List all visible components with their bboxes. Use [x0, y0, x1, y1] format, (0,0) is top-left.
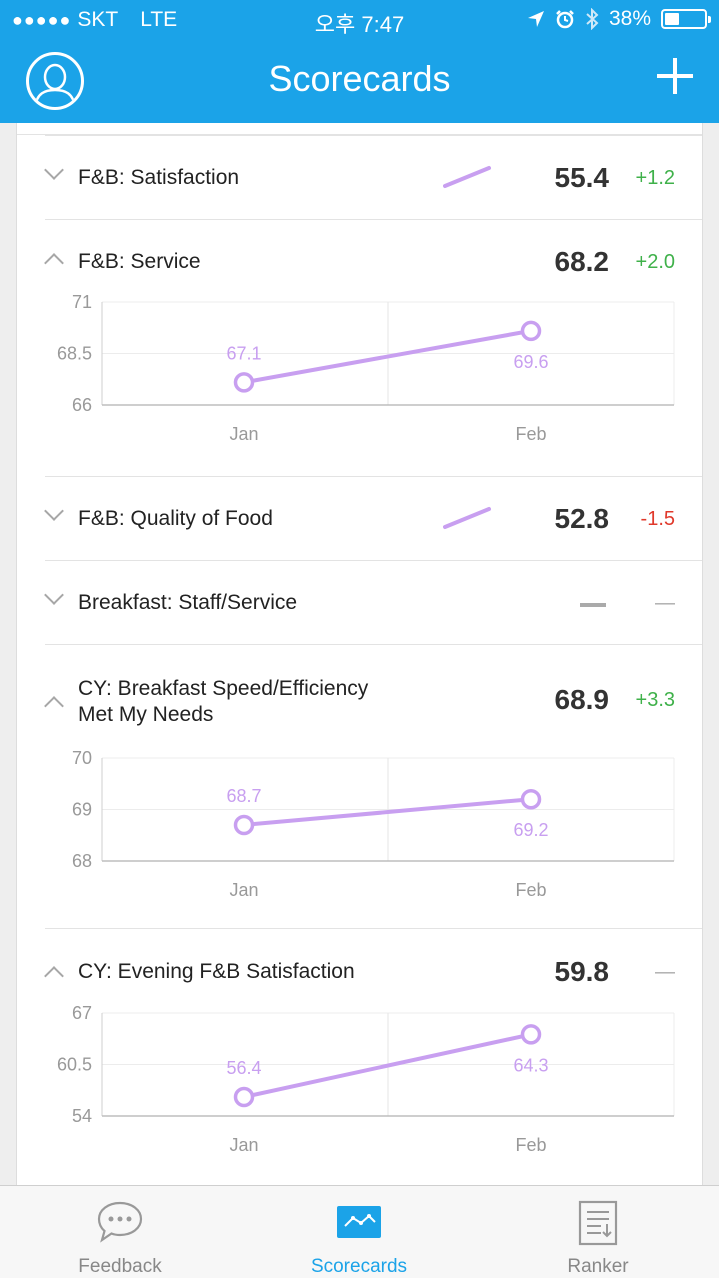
status-bar: ●●●●● SKT LTE 오후 7:47 38% [0, 0, 719, 40]
metric-delta: +1.2 [635, 167, 675, 189]
user-silhouette-icon [33, 63, 77, 107]
y-tick-label: 71 [72, 292, 92, 312]
metric-delta: +3.3 [635, 689, 675, 711]
chevron-down-icon[interactable] [44, 585, 64, 605]
metric-name-line1: CY: Breakfast Speed/Efficiency [78, 677, 369, 700]
add-button[interactable] [657, 58, 693, 94]
signal-dots: ●●●●● [12, 9, 72, 30]
metric-value: 68.2 [554, 246, 610, 277]
network-label: LTE [140, 8, 178, 31]
metric-delta: +2.0 [635, 251, 675, 273]
top-bar: ●●●●● SKT LTE 오후 7:47 38% Scorecards [0, 0, 719, 123]
metric-row-fb-satisfaction[interactable]: F&B: Satisfaction 55.4 +1.2 [44, 135, 702, 219]
chevron-down-icon[interactable] [44, 160, 64, 180]
chat-bubble-icon [97, 1201, 143, 1243]
x-tick-label: Jan [229, 1135, 258, 1155]
metric-value: 55.4 [554, 162, 610, 193]
data-point [520, 1024, 542, 1045]
list-top-edge [17, 123, 702, 135]
series-line [243, 797, 532, 827]
tab-label: Feedback [78, 1256, 162, 1277]
sparkline [443, 507, 491, 529]
tab-ranker[interactable]: Ranker [478, 1186, 718, 1278]
scorecard-chart-icon [337, 1206, 381, 1238]
trend-chart: 71 68.5 66 Jan Feb 67.1 69.6 [57, 292, 675, 444]
metric-row-fb-service[interactable]: F&B: Service 68.2 +2.0 71 68.5 66 Jan Feb 67.… [44, 219, 702, 476]
y-tick-label: 69 [72, 800, 92, 820]
profile-avatar-button[interactable] [26, 52, 84, 110]
alarm-clock-icon [556, 10, 574, 29]
series-line [243, 328, 532, 385]
y-tick-label: 68 [72, 851, 92, 871]
metric-row-evening-fb-satisfaction[interactable]: CY: Evening F&B Satisfaction 59.8 — 67 60… [44, 928, 702, 1185]
battery-icon [661, 9, 711, 29]
metric-name: CY: Evening F&B Satisfaction [78, 960, 355, 983]
metric-name: F&B: Quality of Food [78, 507, 273, 530]
metric-value: 59.8 [554, 956, 610, 987]
nav-bar: Scorecards [0, 40, 719, 123]
data-label: 68.7 [226, 786, 261, 806]
metric-name: F&B: Service [78, 250, 201, 273]
y-tick-label: 67 [72, 1003, 92, 1023]
y-tick-label: 68.5 [57, 344, 92, 364]
trend-chart: 67 60.5 54 Jan Feb 56.4 64.3 [57, 1003, 675, 1155]
y-tick-label: 66 [72, 395, 92, 415]
tab-feedback[interactable]: Feedback [0, 1186, 240, 1278]
chevron-up-icon[interactable] [44, 696, 64, 716]
y-tick-label: 54 [72, 1106, 92, 1126]
data-label: 69.6 [513, 352, 548, 372]
data-label: 67.1 [226, 343, 261, 363]
metric-name: Breakfast: Staff/Service [78, 591, 298, 614]
data-point [233, 814, 255, 836]
tab-label: Scorecards [310, 1256, 408, 1277]
metric-row-breakfast-staff-service[interactable]: Breakfast: Staff/Service — [44, 560, 702, 644]
data-point [233, 372, 255, 393]
location-arrow-icon [527, 11, 544, 27]
data-point [520, 788, 542, 810]
metric-row-fb-quality-of-food[interactable]: F&B: Quality of Food 52.8 -1.5 [44, 476, 702, 560]
carrier-label: SKT [77, 8, 119, 31]
scorecard-list: F&B: Satisfaction 55.4 +1.2 F&B: Service… [16, 123, 703, 1185]
data-label: 56.4 [226, 1058, 261, 1078]
metric-row-breakfast-speed[interactable]: CY: Breakfast Speed/Efficiency Met My Ne… [44, 644, 702, 928]
status-time: 오후 7:47 [314, 12, 405, 37]
bluetooth-icon [586, 8, 599, 30]
series-line [243, 1032, 532, 1099]
y-tick-label: 60.5 [57, 1055, 92, 1075]
no-value-dash [580, 603, 606, 607]
chevron-up-icon[interactable] [44, 253, 64, 273]
metric-name: CY: Breakfast Speed/Efficiency Met My Ne… [78, 676, 368, 728]
sparkline [443, 166, 491, 188]
tab-label: Ranker [567, 1256, 629, 1277]
x-tick-label: Feb [515, 1135, 546, 1155]
data-label: 69.2 [513, 820, 548, 840]
x-tick-label: Feb [515, 424, 546, 444]
metric-name-line2: Met My Needs [78, 703, 214, 726]
trend-chart: 70 69 68 Jan Feb 68.7 69.2 [72, 748, 675, 900]
data-point [520, 320, 542, 342]
ranker-list-icon [578, 1200, 618, 1246]
y-tick-label: 70 [72, 748, 92, 768]
x-tick-label: Jan [229, 424, 258, 444]
data-point [233, 1086, 255, 1108]
battery-percent: 38% [608, 7, 651, 30]
tab-bar: Feedback Scorecards Ranker [0, 1185, 719, 1278]
x-tick-label: Feb [515, 880, 546, 900]
metric-delta: — [655, 592, 675, 614]
metric-value: 52.8 [554, 503, 610, 534]
x-tick-label: Jan [229, 880, 258, 900]
metric-delta: — [655, 961, 675, 983]
chevron-down-icon[interactable] [44, 501, 64, 521]
metric-delta: -1.5 [640, 508, 675, 530]
tab-scorecards[interactable]: Scorecards [239, 1186, 479, 1278]
page-title: Scorecards [268, 58, 451, 99]
metric-name: F&B: Satisfaction [78, 166, 240, 189]
metric-value: 68.9 [554, 684, 610, 715]
data-label: 64.3 [513, 1055, 548, 1075]
chevron-up-icon[interactable] [44, 966, 64, 986]
